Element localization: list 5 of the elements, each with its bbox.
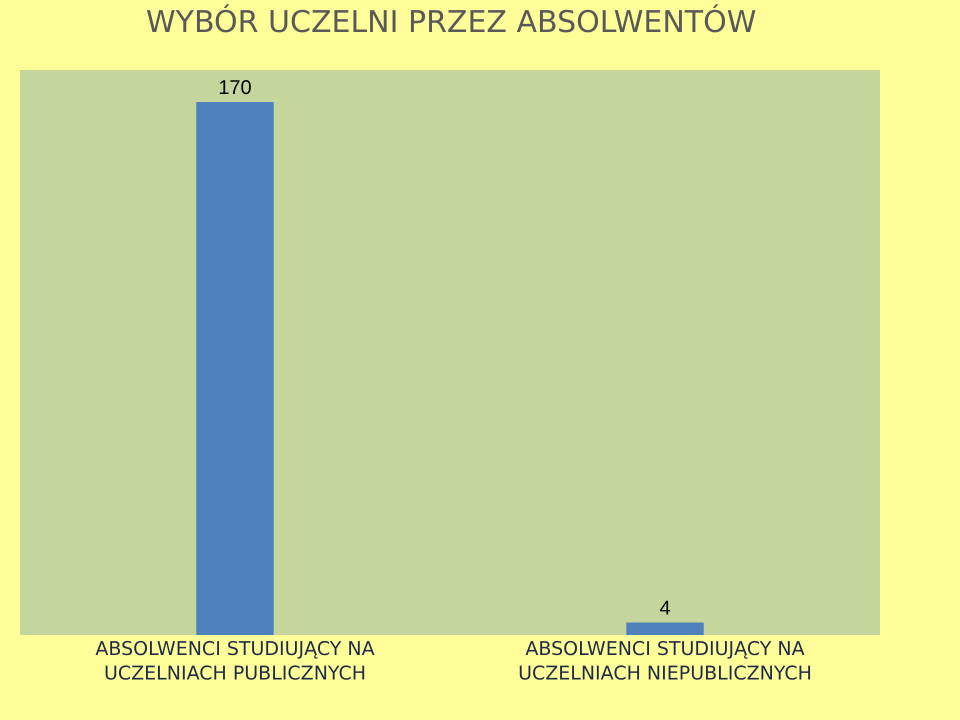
x-tick-label: ABSOLWENCI STUDIUJĄCY NA UCZELNIACH NIEPUBLICZNYCH — [518, 638, 812, 685]
data-label: 4 — [659, 597, 671, 620]
x-tick-label: ABSOLWENCI STUDIUJĄCY NA UCZELNIACH PUBLICZNYCH — [95, 638, 375, 685]
data-label: 170 — [218, 76, 252, 99]
chart-title: WYBÓR UCZELNI PRZEZ ABSOLWENTÓW — [146, 4, 756, 40]
